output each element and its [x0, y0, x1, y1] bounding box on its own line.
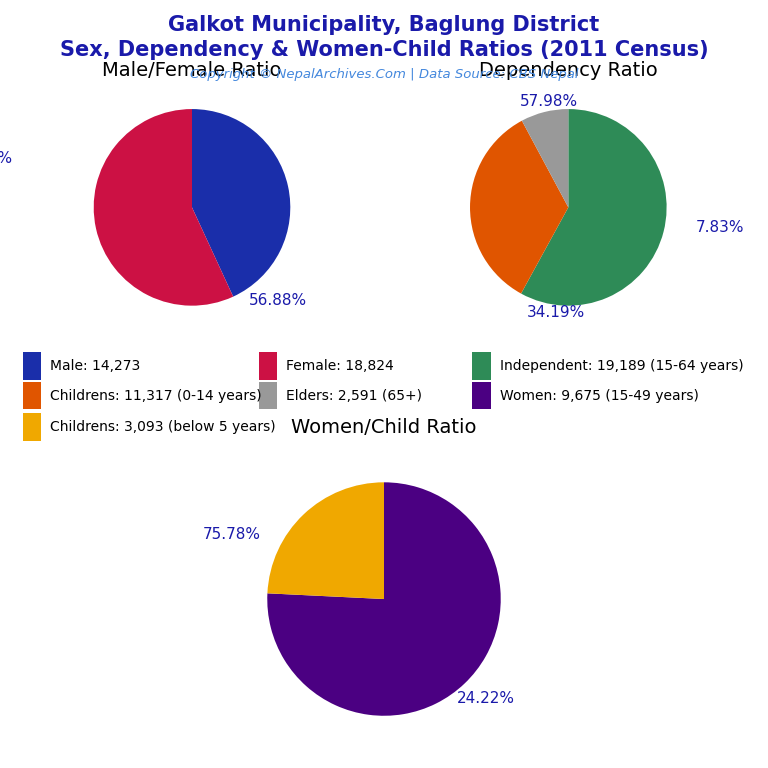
- FancyBboxPatch shape: [259, 352, 277, 379]
- Text: Childrens: 3,093 (below 5 years): Childrens: 3,093 (below 5 years): [50, 420, 276, 435]
- FancyBboxPatch shape: [472, 352, 491, 379]
- Text: Childrens: 11,317 (0-14 years): Childrens: 11,317 (0-14 years): [50, 389, 262, 402]
- Wedge shape: [267, 482, 384, 599]
- Wedge shape: [267, 482, 501, 716]
- Text: 57.98%: 57.98%: [520, 94, 578, 109]
- FancyBboxPatch shape: [259, 382, 277, 409]
- Text: Copyright © NepalArchives.Com | Data Source: CBS Nepal: Copyright © NepalArchives.Com | Data Sou…: [190, 68, 578, 81]
- FancyBboxPatch shape: [23, 382, 41, 409]
- Text: 7.83%: 7.83%: [696, 220, 745, 234]
- FancyBboxPatch shape: [23, 413, 41, 442]
- Wedge shape: [470, 121, 568, 293]
- Title: Male/Female Ratio: Male/Female Ratio: [102, 61, 282, 80]
- FancyBboxPatch shape: [23, 352, 41, 379]
- Text: 24.22%: 24.22%: [457, 690, 515, 706]
- Text: 75.78%: 75.78%: [204, 528, 261, 542]
- Title: Women/Child Ratio: Women/Child Ratio: [291, 418, 477, 437]
- Text: 56.88%: 56.88%: [249, 293, 307, 308]
- Text: Sex, Dependency & Women-Child Ratios (2011 Census): Sex, Dependency & Women-Child Ratios (20…: [60, 40, 708, 60]
- Text: Women: 9,675 (15-49 years): Women: 9,675 (15-49 years): [500, 389, 699, 402]
- FancyBboxPatch shape: [472, 382, 491, 409]
- Text: Male: 14,273: Male: 14,273: [50, 359, 141, 372]
- Text: Female: 18,824: Female: 18,824: [286, 359, 394, 372]
- Text: 34.19%: 34.19%: [527, 306, 585, 320]
- Wedge shape: [192, 109, 290, 296]
- Wedge shape: [521, 109, 667, 306]
- Wedge shape: [522, 109, 568, 207]
- Title: Dependency Ratio: Dependency Ratio: [479, 61, 657, 80]
- Text: Independent: 19,189 (15-64 years): Independent: 19,189 (15-64 years): [500, 359, 743, 372]
- Text: 43.12%: 43.12%: [0, 151, 12, 166]
- Text: Elders: 2,591 (65+): Elders: 2,591 (65+): [286, 389, 422, 402]
- Wedge shape: [94, 109, 233, 306]
- Text: Galkot Municipality, Baglung District: Galkot Municipality, Baglung District: [168, 15, 600, 35]
